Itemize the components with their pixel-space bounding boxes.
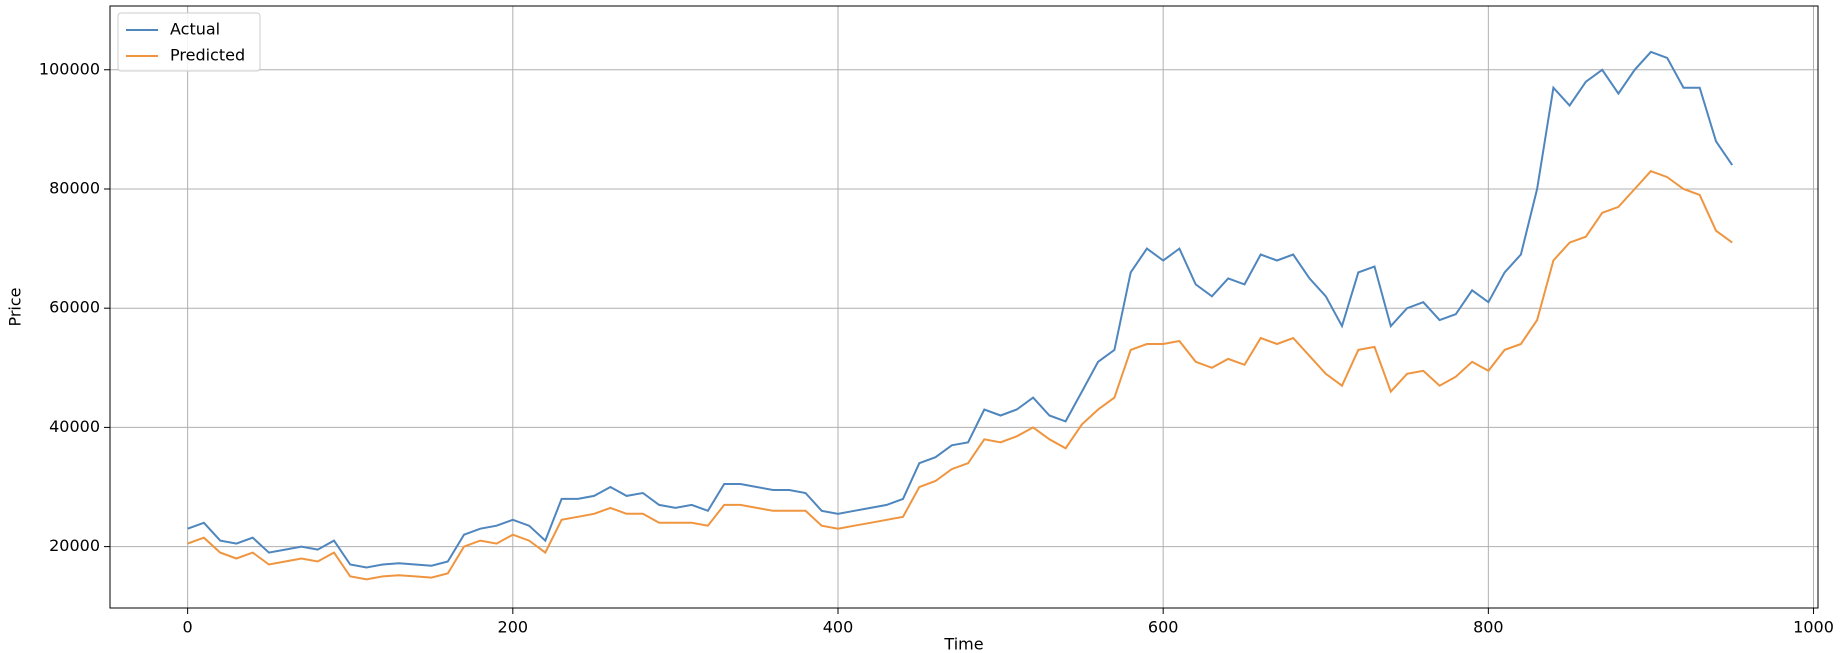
x-tick-label: 200 [498,618,529,637]
x-axis-label: Time [943,635,983,653]
legend-label: Actual [170,20,220,39]
y-axis-label: Price [6,287,25,326]
y-tick-label: 60000 [49,298,100,317]
x-tick-label: 600 [1148,618,1179,637]
y-tick-label: 20000 [49,536,100,555]
line-series [187,169,1733,581]
y-tick-label: 40000 [49,417,100,436]
x-tick-label: 0 [183,618,193,637]
x-tick-label: 800 [1473,618,1504,637]
y-tick-label: 80000 [49,178,100,197]
plot-frame [109,5,1819,609]
x-tick-label: 400 [823,618,854,637]
legend-label: Predicted [170,46,245,65]
x-tick-label: 1000 [1793,618,1834,637]
y-tick-label: 100000 [39,59,100,78]
line-series [187,50,1734,569]
